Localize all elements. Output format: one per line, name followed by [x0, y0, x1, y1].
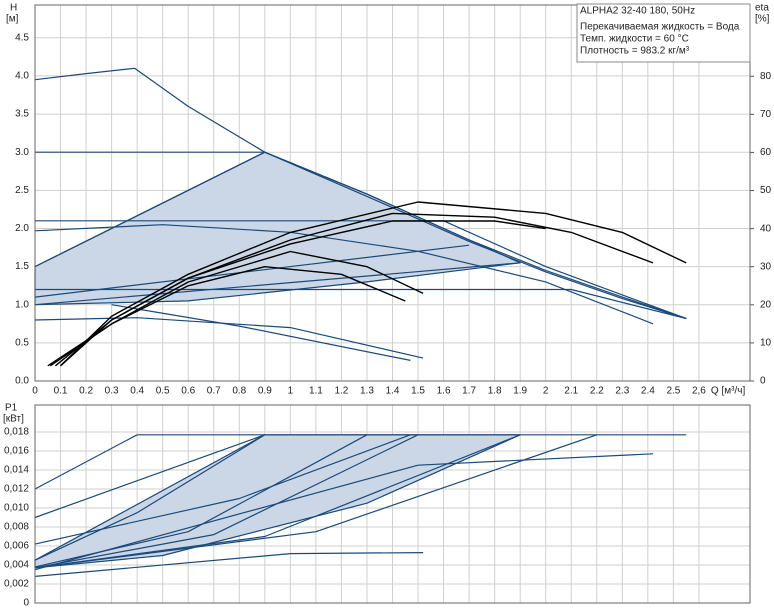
performance-curve: [34, 434, 597, 569]
performance-curve: [34, 434, 266, 561]
plot: [34, 4, 754, 382]
performance-curve: [34, 151, 266, 268]
x-tick-label: 2.5: [666, 386, 680, 397]
performance-curve: [34, 434, 138, 490]
performance-curve: [34, 224, 654, 325]
y2-tick-label: 10: [760, 338, 772, 349]
performance-curve: [34, 453, 654, 571]
x-tick-label: 0.9: [258, 386, 272, 397]
x-tick-label: 0.6: [181, 386, 195, 397]
y2-tick-label: 70: [760, 109, 772, 120]
chart-title: ALPHA2 32-40 180, 50Hz: [580, 6, 695, 17]
x-tick-label: 0.2: [79, 386, 93, 397]
x-tick-label: 0.5: [156, 386, 170, 397]
x-tick-label: 0.7: [207, 386, 221, 397]
x-tick-label: 0.1: [54, 386, 68, 397]
x-tick-label: 2.3: [615, 386, 629, 397]
x-tick-label: 0: [32, 386, 38, 397]
y-tick-label: 0,002: [4, 579, 29, 590]
efficiency-curve: [47, 266, 406, 367]
annotation: Темп. жидкости = 60 °C: [580, 34, 689, 45]
y-tick-label: 0,014: [4, 465, 29, 476]
y2-axis-label: eta: [755, 3, 769, 14]
y-tick-label: 0.0: [15, 376, 29, 387]
y-axis-label: H: [10, 3, 17, 14]
y2-tick-label: 0: [760, 376, 766, 387]
x-tick-label: 2.1: [564, 386, 578, 397]
y2-tick-label: 40: [760, 223, 772, 234]
x-tick-label: 1.6: [437, 386, 451, 397]
y-tick-label: 0,010: [4, 503, 29, 514]
performance-curve: [34, 434, 266, 519]
x-tick-label: 0.8: [232, 386, 246, 397]
performance-curve: [34, 244, 470, 298]
x-tick-label: 2,6: [692, 386, 706, 397]
x-tick-label: 1.1: [309, 386, 323, 397]
y2-tick-label: 50: [760, 185, 772, 196]
performance-curve: [34, 434, 411, 545]
plot-border: [34, 4, 751, 382]
y-axis-label: P1: [5, 403, 18, 414]
y2-tick-label: 60: [760, 147, 772, 158]
x-tick-label: 1: [288, 386, 294, 397]
y2-tick-label: 80: [760, 71, 772, 82]
x-tick-label: 0.4: [130, 386, 144, 397]
efficiency-curve: [54, 220, 546, 367]
y-tick-label: 0.5: [15, 338, 29, 349]
x-tick-label: 1.7: [462, 386, 476, 397]
x-tick-label: 1.5: [411, 386, 425, 397]
y-tick-label: 0,006: [4, 541, 29, 552]
y-tick-label: 0,016: [4, 446, 29, 457]
y-tick-label: 0,018: [4, 427, 29, 438]
plot-border: [34, 404, 751, 604]
y-tick-label: 0,004: [4, 560, 29, 571]
y2-tick-label: 30: [760, 261, 772, 272]
y-tick-label: 1.5: [15, 261, 29, 272]
plot: [34, 404, 751, 604]
efficiency-curve: [60, 201, 687, 367]
performance-curve: [34, 67, 687, 320]
y-tick-label: 2.5: [15, 185, 29, 196]
x-tick-label: 1.9: [513, 386, 527, 397]
y-tick-label: 2.0: [15, 223, 29, 234]
performance-curve: [111, 304, 411, 361]
x-tick-label: 2.2: [590, 386, 604, 397]
y-tick-label: 0,008: [4, 522, 29, 533]
performance-curve: [34, 262, 521, 306]
x-tick-label: 1.8: [488, 386, 502, 397]
y-tick-label: 0,012: [4, 484, 29, 495]
y2-tick-label: 20: [760, 299, 772, 310]
y-tick-label: 3.5: [15, 109, 29, 120]
x-axis-label: Q [м³/ч]: [711, 386, 746, 397]
performance-curve: [34, 317, 424, 359]
y-tick-label: 3.0: [15, 147, 29, 158]
x-tick-label: 0.3: [105, 386, 119, 397]
y-tick-label: 4.0: [15, 71, 29, 82]
y2-axis-unit: [%]: [755, 14, 770, 25]
performance-curve: [35, 220, 687, 320]
annotation: Перекачиваемая жидкость = Вода: [580, 22, 740, 33]
x-tick-label: 2.4: [641, 386, 655, 397]
performance-curve: [34, 434, 419, 569]
annotation: Плотность = 983.2 кг/м³: [580, 46, 690, 57]
y-tick-label: 0: [23, 598, 29, 609]
y-tick-label: 4.5: [15, 32, 29, 43]
y-axis-unit: [кВт]: [3, 414, 24, 425]
y-axis-unit: [м]: [6, 14, 19, 25]
x-tick-label: 1.2: [334, 386, 348, 397]
info-box: [576, 3, 751, 63]
x-tick-label: 2: [543, 386, 549, 397]
performance-curve: [34, 552, 424, 577]
x-tick-label: 1.4: [386, 386, 400, 397]
x-tick-label: 1.3: [360, 386, 374, 397]
y-tick-label: 1.0: [15, 299, 29, 310]
